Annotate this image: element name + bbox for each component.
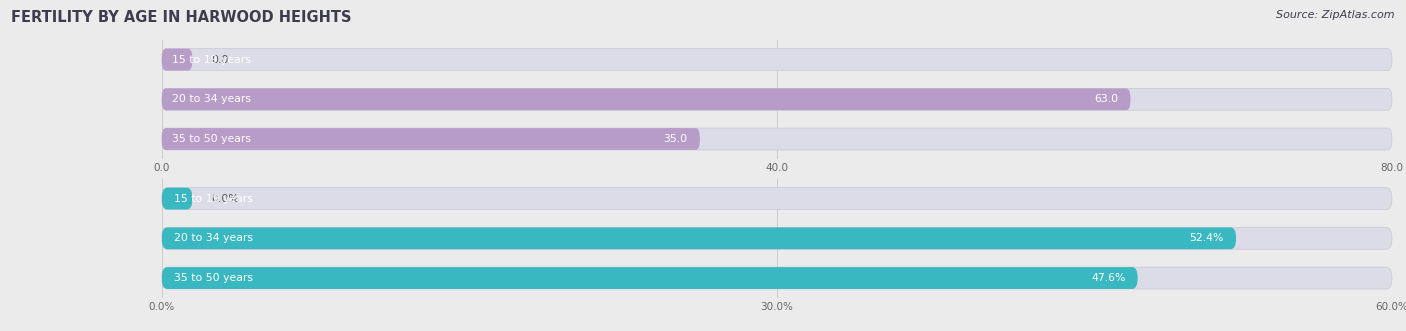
Text: 35.0: 35.0 — [664, 134, 688, 144]
FancyBboxPatch shape — [162, 188, 193, 210]
FancyBboxPatch shape — [162, 49, 193, 71]
Text: 52.4%: 52.4% — [1189, 233, 1223, 243]
Text: 15 to 19 years: 15 to 19 years — [173, 55, 252, 65]
Text: 20 to 34 years: 20 to 34 years — [174, 233, 253, 243]
FancyBboxPatch shape — [162, 49, 1392, 71]
FancyBboxPatch shape — [162, 267, 1392, 289]
Text: Source: ZipAtlas.com: Source: ZipAtlas.com — [1277, 10, 1395, 20]
Text: 0.0%: 0.0% — [211, 194, 239, 204]
Text: 0.0: 0.0 — [211, 55, 228, 65]
Text: 47.6%: 47.6% — [1091, 273, 1125, 283]
Text: 20 to 34 years: 20 to 34 years — [173, 94, 252, 104]
Text: 35 to 50 years: 35 to 50 years — [173, 134, 252, 144]
FancyBboxPatch shape — [162, 128, 1392, 150]
FancyBboxPatch shape — [162, 267, 1137, 289]
Text: 15 to 19 years: 15 to 19 years — [174, 194, 253, 204]
FancyBboxPatch shape — [162, 88, 1130, 110]
FancyBboxPatch shape — [162, 88, 1392, 110]
Text: 63.0: 63.0 — [1094, 94, 1118, 104]
FancyBboxPatch shape — [162, 188, 1392, 210]
Text: 35 to 50 years: 35 to 50 years — [174, 273, 253, 283]
Text: FERTILITY BY AGE IN HARWOOD HEIGHTS: FERTILITY BY AGE IN HARWOOD HEIGHTS — [11, 10, 352, 25]
FancyBboxPatch shape — [162, 227, 1236, 249]
FancyBboxPatch shape — [162, 128, 700, 150]
FancyBboxPatch shape — [162, 227, 1392, 249]
